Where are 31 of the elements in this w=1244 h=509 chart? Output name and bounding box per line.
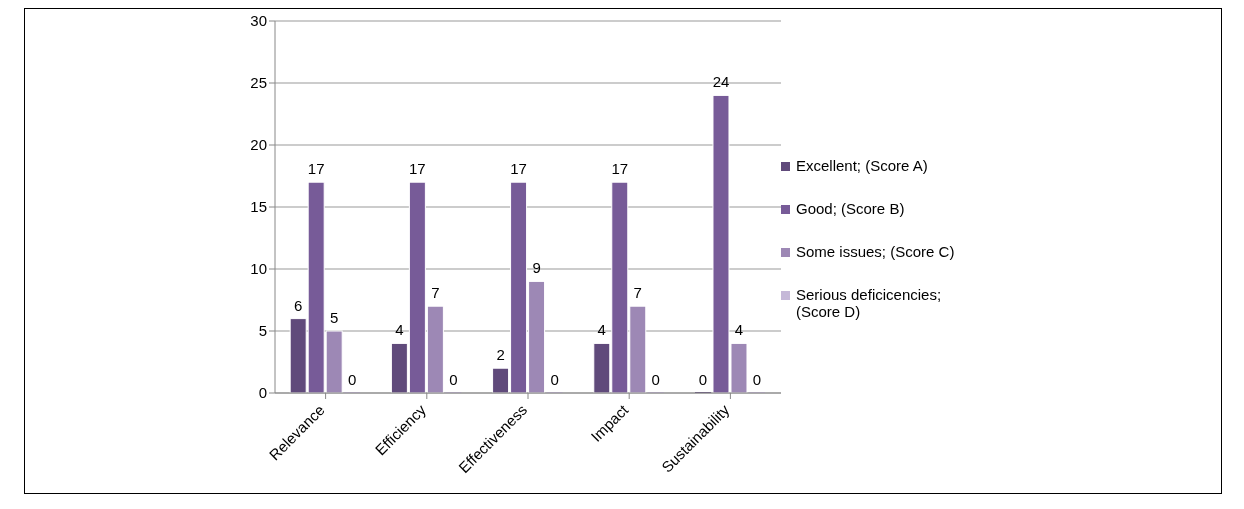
data-label: 24 (712, 73, 730, 91)
data-label: 7 (431, 284, 440, 302)
data-label: 0 (348, 371, 357, 388)
data-label: 4 (395, 321, 404, 339)
data-label: 0 (698, 371, 708, 388)
data-label: 17 (510, 160, 527, 178)
legend-label: Some issues; (Score C) (796, 242, 956, 260)
legend-label: Excellent; (Score A) (796, 156, 929, 174)
data-label: 2 (496, 346, 505, 364)
data-label: 0 (550, 371, 559, 388)
y-tick-label: 15 (250, 198, 267, 216)
data-label: 4 (597, 321, 606, 339)
data-label: 17 (307, 160, 325, 178)
data-label: 0 (449, 371, 458, 388)
data-label: 9 (532, 259, 541, 277)
y-tick-label: 5 (258, 322, 267, 340)
data-label: 6 (294, 296, 303, 314)
data-label: 7 (633, 284, 642, 302)
data-label: 4 (734, 321, 744, 339)
y-tick-label: 30 (250, 12, 267, 30)
y-tick-label: 0 (258, 384, 267, 402)
legend-label: Good; (Score B) (796, 199, 906, 217)
data-label: 0 (651, 371, 660, 388)
y-tick-label: 10 (250, 260, 267, 278)
y-tick-label: 25 (250, 74, 267, 92)
data-label: 0 (752, 371, 762, 388)
legend-label: Serious deficicencies; (Score D) (796, 285, 943, 320)
data-label: 17 (409, 160, 426, 178)
data-label: 5 (330, 309, 339, 326)
data-label: 17 (611, 160, 629, 178)
y-tick-label: 20 (250, 136, 267, 154)
